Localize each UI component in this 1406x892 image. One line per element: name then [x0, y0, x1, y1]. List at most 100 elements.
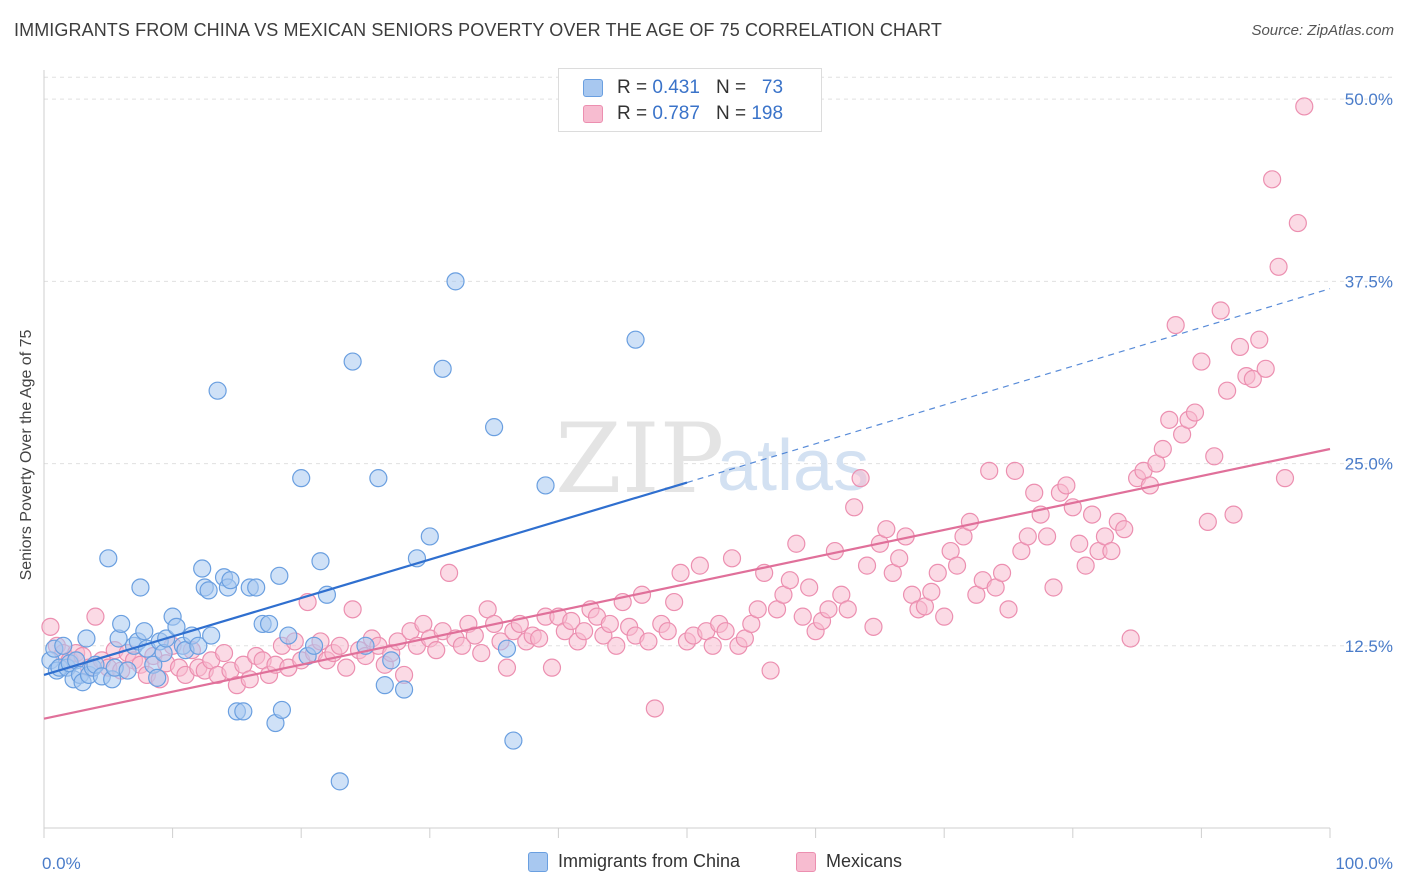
mexicans-point — [214, 643, 234, 663]
mexicans-point — [748, 600, 767, 619]
china-point — [382, 651, 401, 670]
mexicans-point — [1295, 97, 1314, 116]
mexicans-point — [1018, 527, 1037, 546]
china-point — [259, 614, 279, 634]
mexicans-point — [41, 617, 60, 636]
mexicans-point — [542, 658, 562, 677]
mexicans-point — [330, 636, 349, 655]
legend-r-value: 0.787 — [652, 103, 700, 124]
bottom-legend-china[interactable]: Immigrants from China — [528, 851, 740, 872]
y-tick-label: 37.5% — [1345, 272, 1393, 291]
mexicans-point — [600, 614, 619, 634]
mexicans-point — [1076, 556, 1095, 575]
bottom-legend-label-mexicans: Mexicans — [826, 851, 903, 871]
china-point — [189, 636, 208, 655]
mexicans-trend-line — [43, 447, 1331, 720]
china-point — [304, 636, 324, 655]
mexicans-point — [1025, 483, 1044, 502]
mexicans-point — [761, 661, 780, 680]
china-point — [234, 702, 253, 721]
mexicans-point — [819, 600, 838, 619]
mexicans-point — [845, 498, 864, 517]
china-point — [504, 731, 523, 750]
watermark: ZIP atlas — [555, 403, 869, 515]
china-point — [272, 700, 292, 720]
mexicans-point — [838, 600, 857, 619]
mexicans-point — [877, 520, 896, 539]
mexicans-point — [1185, 403, 1205, 422]
bottom-legend-label-china: Immigrants from China — [558, 851, 741, 871]
legend-swatch-china — [583, 79, 603, 97]
mexicans-point — [793, 607, 812, 626]
mexicans-point — [439, 563, 459, 583]
x-tick-label: 100.0% — [1335, 854, 1393, 873]
mexicans-point — [639, 632, 658, 651]
china-point — [311, 552, 330, 571]
mexicans-point — [337, 658, 356, 677]
legend-r-label: R = — [617, 77, 648, 98]
mexicans-point — [1218, 381, 1237, 400]
china-trend-line — [43, 481, 688, 676]
china-point — [343, 352, 362, 371]
legend-n-label: N = — [715, 103, 747, 124]
mexicans-point — [452, 636, 472, 655]
mexicans-point — [465, 626, 484, 645]
mexicans-point — [1198, 512, 1217, 531]
mexicans-point — [960, 512, 980, 531]
mexicans-point — [343, 600, 362, 619]
china-point — [99, 549, 118, 568]
legend-row-china: R = 0.431 N = 73 — [583, 75, 783, 101]
china-point — [54, 636, 73, 655]
mexicans-point — [562, 611, 581, 631]
mexicans-point — [851, 469, 870, 488]
china-point — [485, 418, 504, 437]
mexicans-point — [1230, 337, 1250, 357]
bottom-legend-mexicans[interactable]: Mexicans — [796, 851, 902, 872]
mexicans-point — [658, 622, 677, 641]
china-point — [77, 629, 96, 648]
y-tick-label: 25.0% — [1345, 455, 1393, 474]
china-point — [446, 272, 465, 291]
y-tick-label: 50.0% — [1345, 90, 1393, 109]
mexicans-point — [787, 534, 806, 553]
mexicans-point — [1044, 578, 1063, 597]
mexicans-point — [716, 622, 735, 641]
mexicans-point — [472, 643, 491, 663]
china-points — [41, 272, 645, 791]
mexicans-point — [1160, 410, 1179, 429]
mexicans-point — [530, 629, 549, 648]
mexicans-point — [800, 578, 819, 597]
chart-title: IMMIGRANTS FROM CHINA VS MEXICAN SENIORS… — [14, 20, 942, 40]
mexicans-point — [1205, 447, 1224, 466]
china-point — [420, 527, 439, 546]
china-point — [330, 772, 349, 791]
china-point — [247, 578, 266, 597]
mexicans-point — [1121, 629, 1140, 648]
mexicans-point — [1263, 170, 1282, 189]
china-point — [193, 559, 212, 578]
mexicans-point — [1192, 352, 1211, 371]
mexicans-point — [1005, 461, 1025, 480]
mexicans-point — [703, 636, 722, 655]
mexicans-point — [780, 571, 799, 590]
mexicans-point — [1102, 541, 1121, 561]
mexicans-point — [645, 699, 664, 718]
y-tick-label: 12.5% — [1345, 637, 1393, 656]
mexicans-point — [980, 461, 999, 480]
china-point — [199, 581, 218, 600]
mexicans-point — [1243, 369, 1262, 389]
mexicans-point — [1166, 315, 1185, 335]
mexicans-point — [1037, 527, 1057, 546]
mexicans-point — [1115, 520, 1134, 539]
axes — [43, 70, 1331, 838]
mexicans-point — [575, 622, 594, 641]
mexicans-point — [607, 636, 626, 655]
legend-swatch-mexicans — [583, 105, 603, 123]
mexicans-point — [1250, 330, 1269, 349]
china-point — [626, 330, 645, 349]
mexicans-point — [935, 607, 954, 626]
china-point — [112, 614, 131, 634]
x-tick-label: 0.0% — [42, 854, 81, 873]
mexicans-point — [1269, 257, 1288, 276]
china-point — [536, 476, 555, 495]
